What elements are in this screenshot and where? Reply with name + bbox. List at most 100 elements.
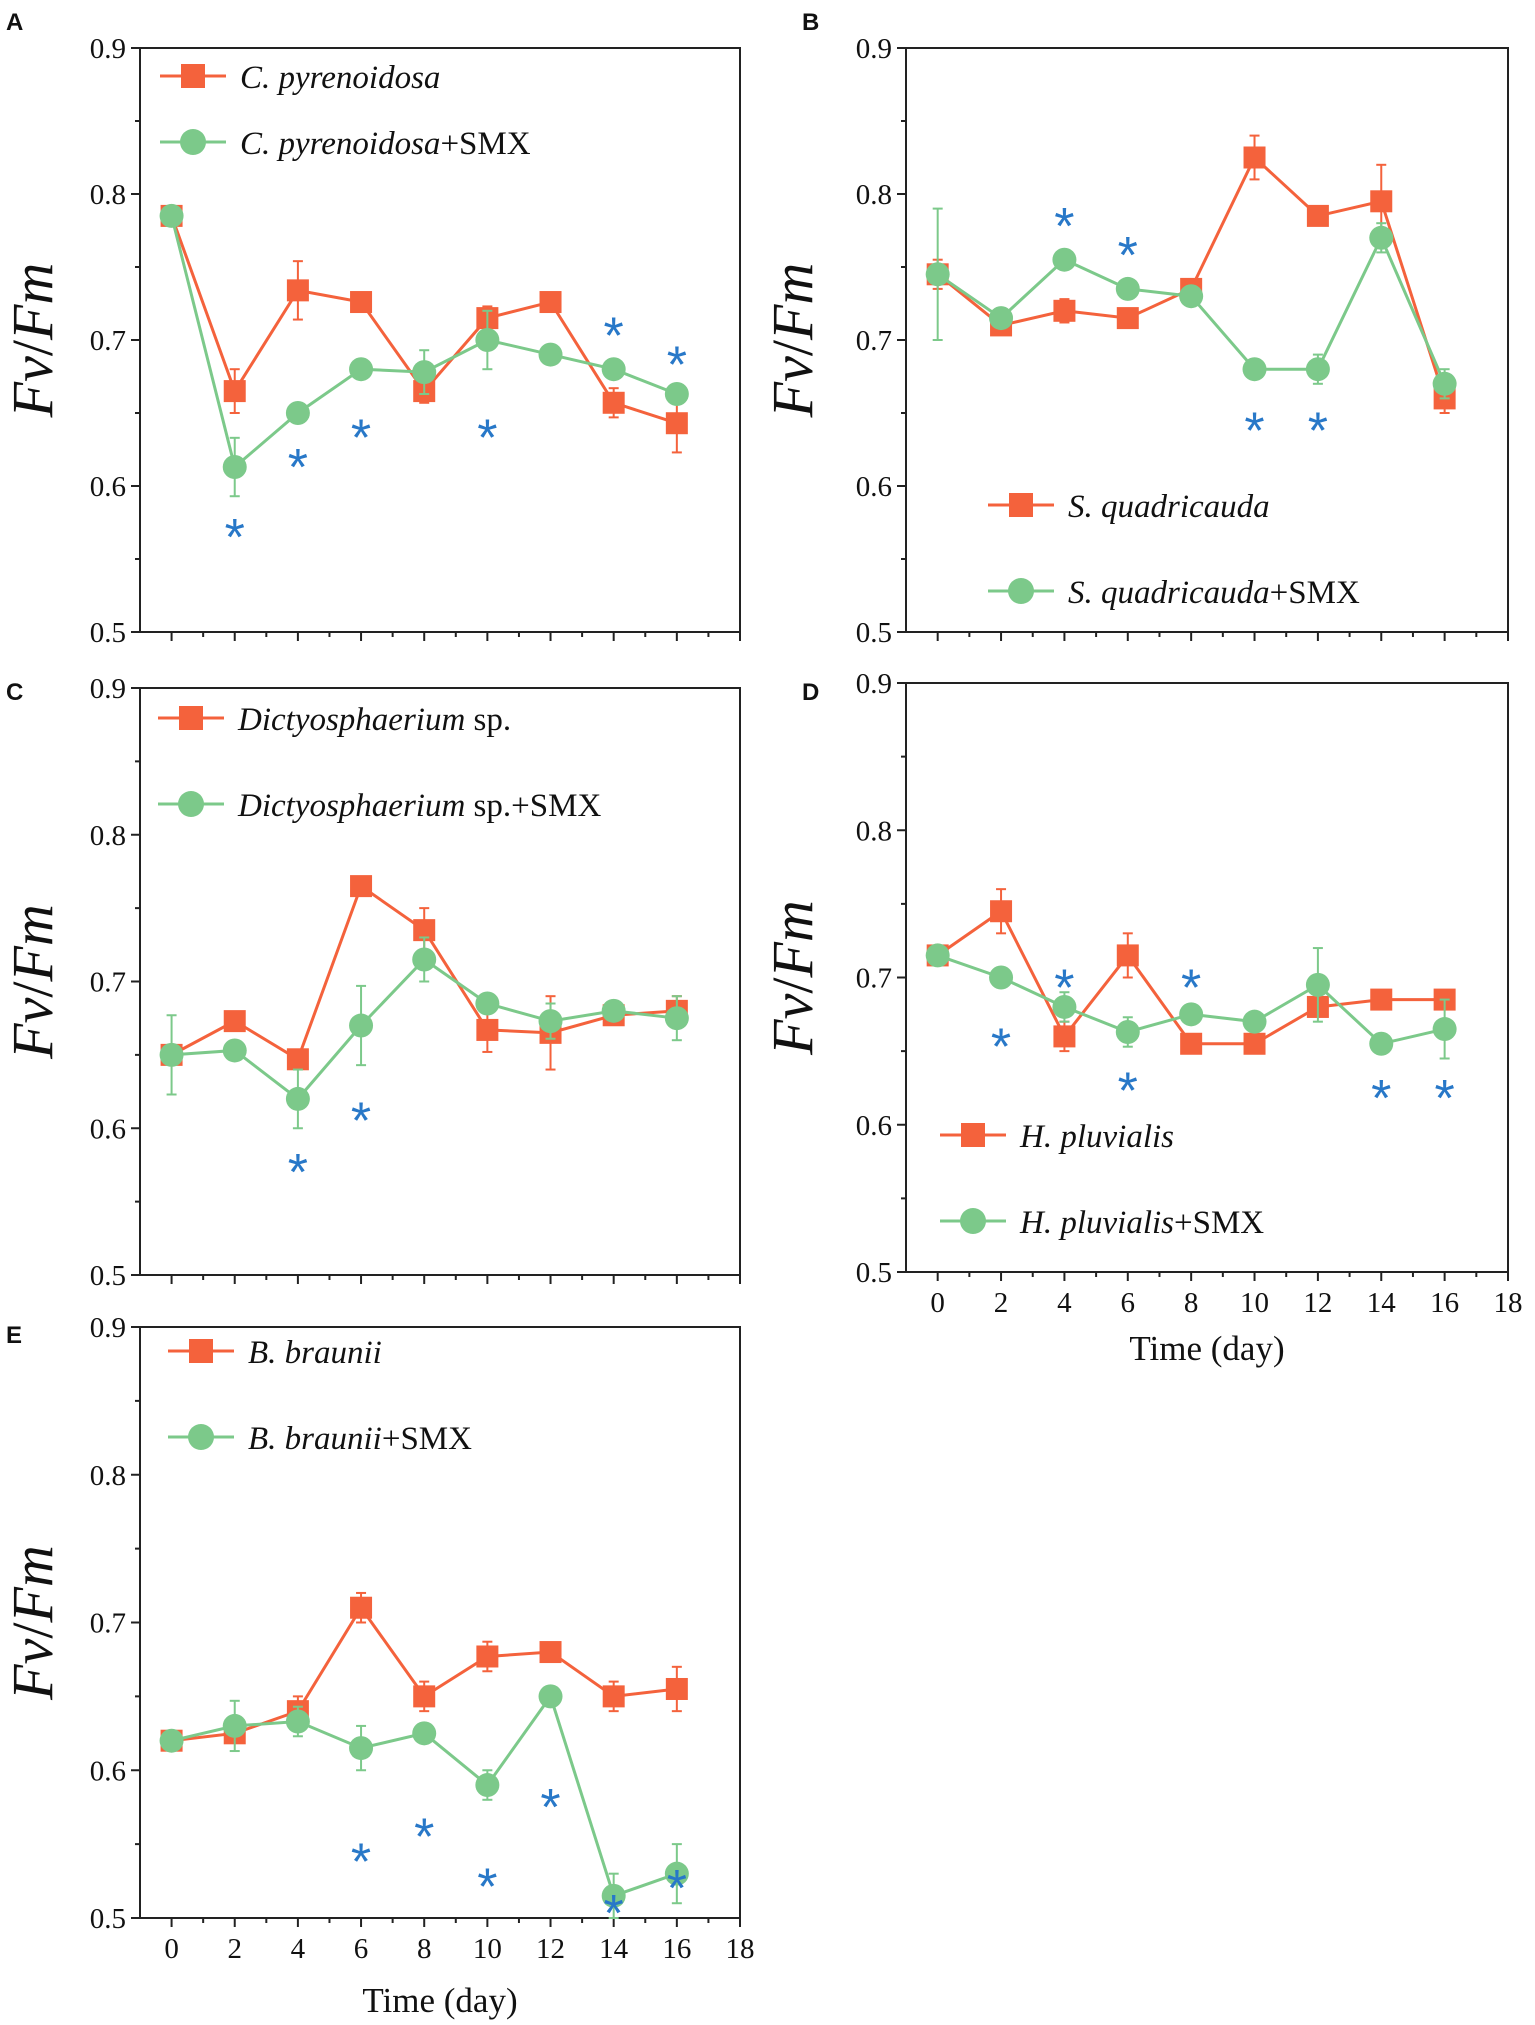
y-axis-label: Fv/Fm: [760, 900, 825, 1056]
data-point-control: [413, 1685, 436, 1708]
panel-e: E 0.5 0.6 0.7 0.8 0.9 0 2 4 6 8 10 12 14 16 18 Time (day…: [0, 1312, 755, 2020]
x-tick-label: 4: [291, 1933, 306, 1965]
legend-marker-circle: [180, 129, 206, 155]
data-point-control: [539, 1641, 562, 1664]
legend-marker-circle: [1008, 578, 1034, 604]
legend-species: B. braunii: [248, 1421, 382, 1457]
y-axis-label-part: /: [0, 1622, 65, 1639]
data-point-smx: [925, 262, 950, 287]
data-point-control: [476, 1018, 499, 1041]
x-tick-label: 10: [473, 1933, 502, 1965]
y-tick-label: 0.9: [856, 33, 892, 65]
data-point-smx: [1179, 1002, 1204, 1027]
data-point-smx: [475, 1773, 500, 1798]
y-axis-label-part: Fv: [760, 993, 825, 1055]
legend-suffix: +SMX: [382, 1421, 472, 1457]
y-tick-label: 0.7: [90, 967, 126, 999]
legend-marker-circle: [188, 1424, 214, 1450]
x-tick-label: 6: [354, 1933, 369, 1965]
data-point-smx: [1052, 247, 1077, 272]
y-tick-label: 0.8: [90, 1460, 126, 1492]
data-point-smx: [1305, 972, 1330, 997]
data-point-smx: [222, 1713, 247, 1738]
y-tick-label: 0.8: [90, 179, 126, 211]
plot-frame: [139, 687, 741, 1276]
y-axis-label-part: /: [0, 981, 65, 998]
data-point-smx: [664, 1006, 689, 1031]
data-point-control: [413, 919, 436, 942]
data-point-smx: [664, 382, 689, 407]
legend-label: H. pluvialis: [1019, 1119, 1174, 1155]
x-tick-label: 4: [1057, 1287, 1072, 1319]
legend-species: S. quadricauda: [1068, 575, 1270, 611]
data-point-smx: [1305, 357, 1330, 382]
y-tick-label: 0.8: [856, 815, 892, 847]
legend-suffix: sp.: [465, 702, 511, 738]
significance-star: *: [1181, 960, 1201, 1018]
data-point-smx: [285, 1709, 310, 1734]
x-tick-label: 10: [1240, 1287, 1269, 1319]
x-tick-label: 0: [930, 1287, 945, 1319]
significance-star: *: [1118, 227, 1138, 285]
y-axis-label-part: Fm: [760, 900, 825, 978]
data-point-control: [286, 279, 309, 302]
x-tick-label: 18: [726, 1933, 755, 1965]
data-point-control: [350, 1596, 373, 1619]
legend-species: Dictyosphaerium: [237, 788, 465, 824]
data-point-smx: [475, 991, 500, 1016]
data-point-control: [1180, 1032, 1203, 1055]
data-point-smx: [601, 998, 626, 1023]
series-smx: [159, 203, 689, 498]
y-axis-label: Fv/Fm: [0, 263, 65, 419]
data-point-smx: [538, 1009, 563, 1034]
legend-species: C. pyrenoidosa: [240, 126, 440, 162]
legend-species: H. pluvialis: [1019, 1205, 1174, 1241]
data-point-smx: [412, 360, 437, 385]
data-point-smx: [1115, 276, 1140, 301]
legend-label: B. braunii+SMX: [248, 1421, 472, 1457]
panel-a: A 0.5 0.6 0.7 0.8 0.9 Fv/Fm * * * * * * C. pyrenoidos…: [0, 9, 741, 649]
data-point-smx: [1369, 225, 1394, 250]
data-point-smx: [664, 1861, 689, 1886]
y-tick-label: 0.7: [90, 325, 126, 357]
legend-label: C. pyrenoidosa+SMX: [240, 126, 531, 162]
data-point-control: [350, 875, 373, 898]
x-tick-label: 14: [599, 1933, 629, 1965]
series-smx: [925, 207, 1457, 400]
legend-label: C. pyrenoidosa: [240, 60, 440, 96]
x-tick-label: 14: [1367, 1287, 1397, 1319]
data-point-smx: [412, 947, 437, 972]
data-point-smx: [1242, 357, 1267, 382]
data-point-smx: [222, 455, 247, 480]
y-axis-label-part: Fv: [760, 356, 825, 418]
x-tick-label: 0: [164, 1933, 179, 1965]
significance-star: *: [604, 307, 624, 365]
series-smx: [159, 936, 689, 1130]
y-axis-label-part: /: [760, 977, 825, 994]
panel-letter: D: [802, 679, 819, 706]
data-point-control: [1370, 190, 1393, 213]
data-point-control: [665, 1677, 688, 1700]
panel-letter: C: [6, 679, 23, 706]
significance-star: *: [604, 1885, 624, 1943]
significance-star: *: [225, 509, 245, 567]
series-smx: [159, 1684, 689, 1919]
data-point-smx: [1369, 1031, 1394, 1056]
significance-star: *: [667, 1860, 687, 1918]
data-point-control: [1053, 299, 1076, 322]
x-tick-label: 18: [1494, 1287, 1523, 1319]
data-point-control: [539, 291, 562, 314]
panel-letter: A: [6, 9, 23, 36]
y-tick-label: 0.7: [90, 1608, 126, 1640]
legend-marker-square: [181, 64, 205, 88]
data-point-control: [1053, 1025, 1076, 1048]
y-tick-label: 0.5: [90, 1260, 126, 1292]
panel-letter: E: [6, 1322, 22, 1349]
legend-marker-square: [189, 1339, 213, 1363]
data-point-smx: [601, 1883, 626, 1908]
data-point-smx: [1179, 284, 1204, 309]
